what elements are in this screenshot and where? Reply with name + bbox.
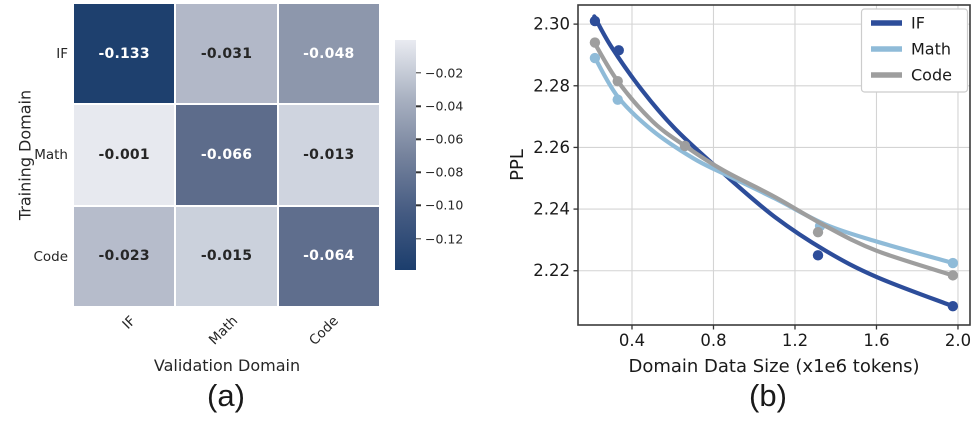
y-tick-label: 2.24 [533,200,570,219]
x-tick-label: 2.0 [945,331,971,350]
caption-a: (a) [207,378,245,413]
colorbar-tick-label: −0.08 [425,164,464,180]
x-tick-label: 1.2 [782,331,808,350]
heatmap-cell: -0.001 [74,105,175,205]
colorbar-tick [416,72,421,74]
legend-label-if: IF [911,14,925,33]
colorbar-tick-label: −0.04 [425,98,464,114]
x-tick-label: 1.6 [863,331,889,350]
line-chart: 0.4 0.8 1.2 1.6 2.0 2.22 2.24 2.26 2.28 2.30 Domai… [507,4,971,377]
x-axis-label: Domain Data Size (x1e6 tokens) [628,356,919,377]
heatmap-cell: -0.031 [176,4,277,104]
colorbar-tick [416,171,421,174]
heatmap-row-label: Code [33,248,68,265]
legend-label-math: Math [911,40,951,59]
colorbar-tick-label: −0.06 [425,131,464,147]
heatmap-row-label: Math [34,147,68,164]
colorbar [395,40,416,270]
x-tick-label: 0.4 [619,331,645,350]
heatmap-col-label: Math [205,313,241,349]
heatmap-col-label: IF [119,313,140,333]
colorbar-tick-label: −0.12 [425,231,464,247]
caption-b: (b) [749,378,787,413]
y-axis-label: PPL [507,149,528,181]
heatmap-cell: -0.015 [176,206,277,306]
colorbar-tick [416,237,421,240]
series-line-math [592,54,955,266]
y-tick-label: 2.22 [533,261,570,280]
y-tick-label: 2.30 [533,15,570,34]
data-point-code [812,227,824,238]
x-tick-label: 0.8 [700,331,726,350]
heatmap-cell: -0.013 [278,105,379,205]
colorbar-tick-label: −0.10 [425,197,464,213]
line-chart-panel: 0.4 0.8 1.2 1.6 2.0 2.22 2.24 2.26 2.28 2.30 Domai… [490,0,977,426]
heatmap-cell: -0.064 [278,206,379,306]
colorbar-tick [416,105,421,107]
series-line-code [592,40,955,278]
colorbar-tick-label: −0.02 [425,65,464,81]
heatmap-cell: -0.133 [74,4,175,104]
heatmap-cell: -0.048 [278,4,379,104]
legend-label-code: Code [911,66,952,85]
heatmap: -0.133 -0.031 -0.048 -0.001 -0.066 -0.013 -0.0… [74,4,379,306]
heatmap-row-label: IF [56,46,68,62]
heatmap-col-label: Code [306,313,342,349]
heatmap-x-axis-label: Validation Domain [153,356,301,375]
data-point-if [812,250,824,261]
heatmap-cell: -0.023 [74,206,175,306]
y-tick-label: 2.26 [533,138,570,157]
legend-box [860,8,969,93]
colorbar-tick [416,138,421,140]
heatmap-panel: Training Domain -0.133 -0.031 -0.048 -0.001… [16,4,464,413]
colorbar-tick [416,204,421,207]
axes-frame [577,4,971,326]
y-tick-label: 2.28 [533,76,570,95]
heatmap-cell: -0.066 [176,105,277,205]
